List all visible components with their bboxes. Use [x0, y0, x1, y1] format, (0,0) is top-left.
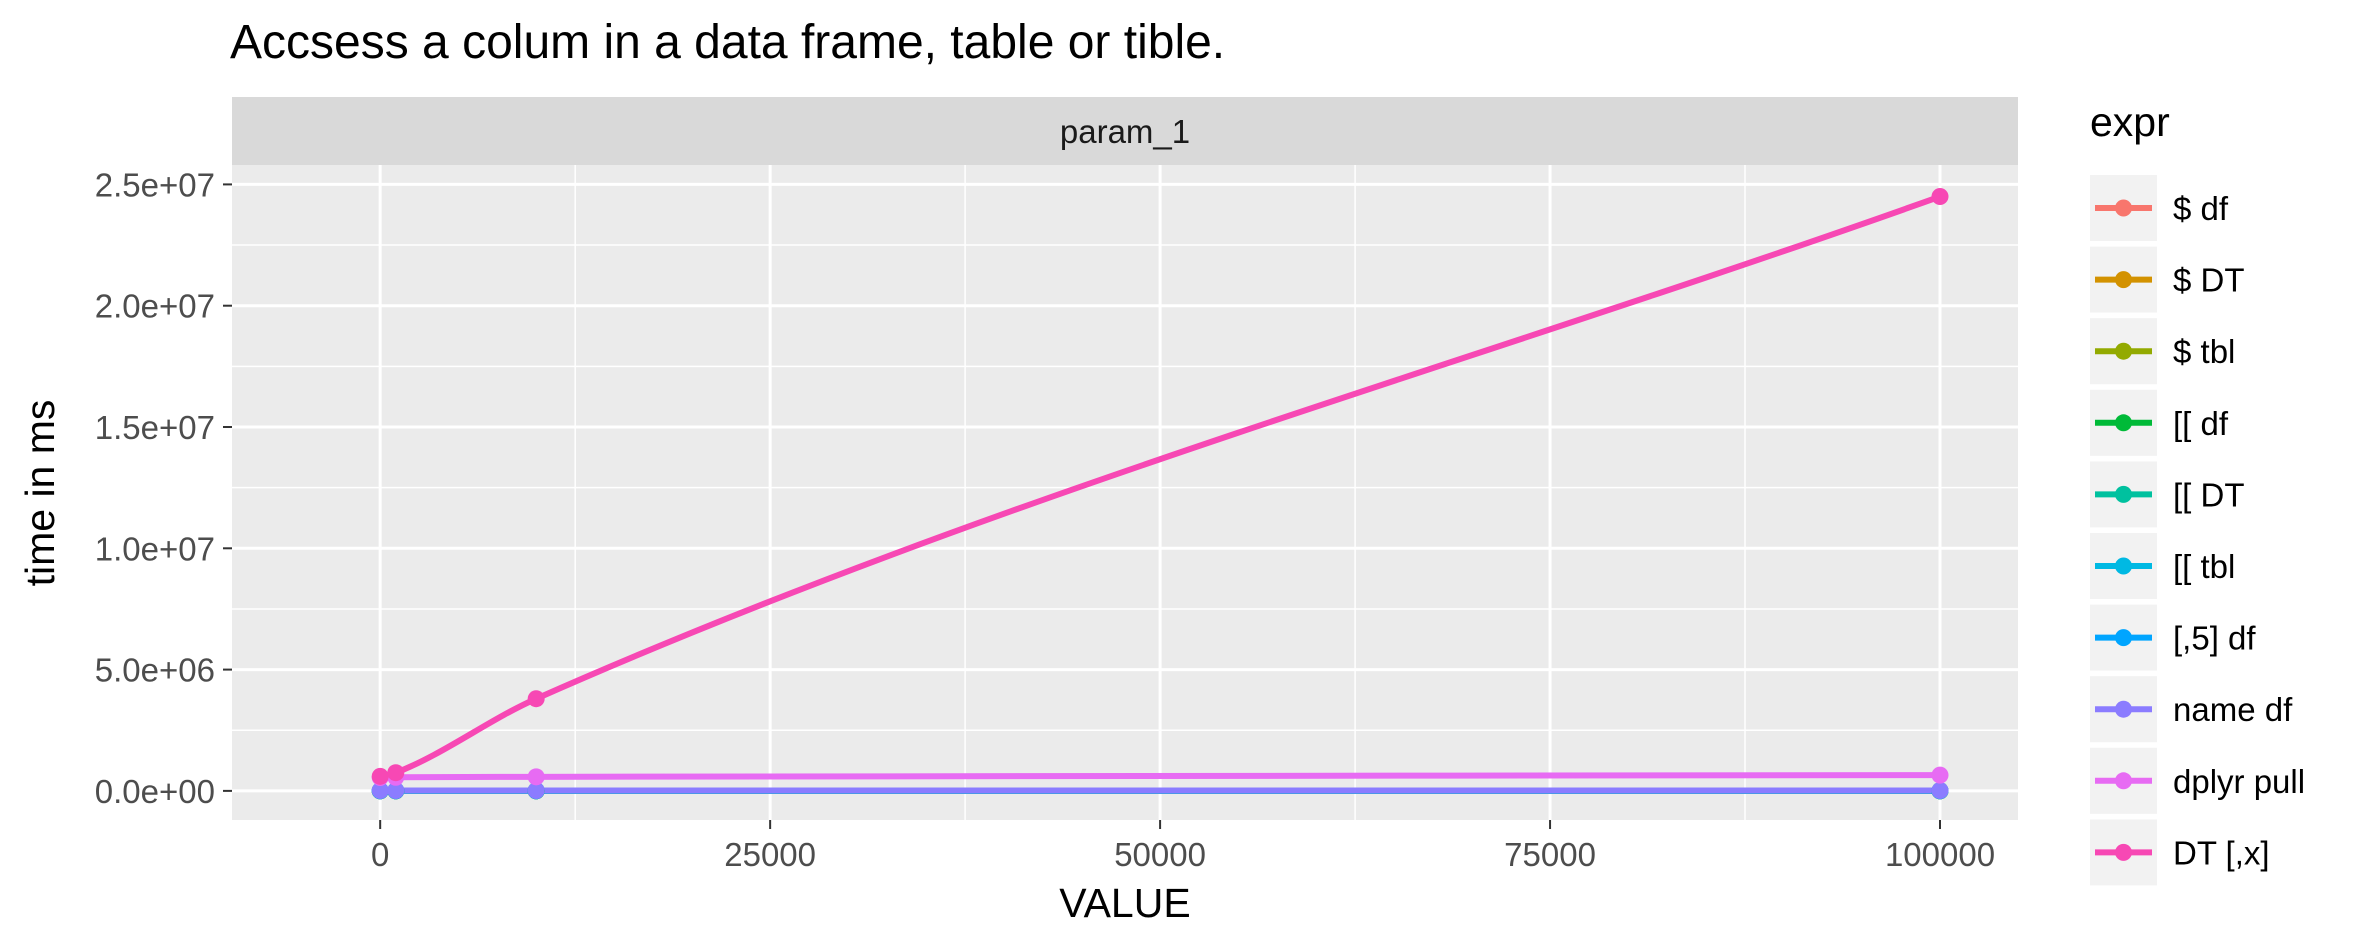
legend-key-point [2115, 700, 2132, 718]
legend-title: expr [2090, 99, 2170, 145]
legend-key-point [2115, 485, 2132, 503]
x-tick-label: 50000 [1114, 836, 1206, 873]
chart-title: Accsess a colum in a data frame, table o… [230, 16, 1225, 69]
legend-label: [[ df [2173, 405, 2229, 442]
y-tick-label: 2.0e+07 [95, 288, 215, 325]
data-point [527, 782, 545, 800]
legend-label: [[ tbl [2173, 548, 2235, 585]
legend-key-point [2115, 199, 2132, 217]
legend-label: [[ DT [2173, 476, 2245, 513]
legend-label: name df [2173, 691, 2293, 728]
legend-key-point [2115, 772, 2132, 790]
data-point [1931, 188, 1949, 206]
series-points [371, 188, 1949, 800]
legend-label: $ df [2173, 190, 2229, 227]
y-tick-label: 0.0e+00 [95, 773, 215, 810]
legend-key-point [2115, 414, 2132, 432]
data-point [387, 782, 405, 800]
facet-strip [232, 97, 2018, 165]
facet-strip-label: param_1 [1060, 113, 1190, 150]
data-point [1931, 766, 1949, 784]
legend-key-point [2115, 271, 2132, 289]
legend-key-point [2115, 342, 2132, 360]
x-axis-title: VALUE [1059, 880, 1190, 926]
x-tick-label: 0 [371, 836, 389, 873]
y-tick-label: 1.0e+07 [95, 530, 215, 567]
legend-label: dplyr pull [2173, 763, 2305, 800]
data-point [527, 768, 545, 786]
y-tick-label: 2.5e+07 [95, 166, 215, 203]
x-tick-label: 100000 [1885, 836, 1995, 873]
y-axis: 0.0e+00 5.0e+06 1.0e+07 1.5e+07 2.0e+07 2.5e+… [95, 166, 232, 810]
legend-label: [,5] df [2173, 620, 2256, 657]
data-point [371, 767, 389, 785]
x-tick-label: 25000 [724, 836, 816, 873]
data-point [371, 782, 389, 800]
legend: $ df $ DT $ tbl [[ df [[ DT [[ tbl [,5] df name… [2090, 175, 2305, 886]
legend-key-point [2115, 629, 2132, 647]
y-tick-label: 5.0e+06 [95, 652, 215, 689]
series-line-8 [377, 772, 1944, 781]
minor-gridlines [232, 165, 2018, 820]
data-point [1931, 782, 1949, 800]
legend-key-point [2115, 843, 2132, 861]
x-axis: 0 25000 50000 75000 100000 [371, 820, 1995, 873]
data-point [387, 764, 405, 782]
x-tick-label: 75000 [1504, 836, 1596, 873]
y-tick-label: 1.5e+07 [95, 409, 215, 446]
legend-key-point [2115, 557, 2132, 575]
data-point [527, 690, 545, 708]
legend-label: $ tbl [2173, 333, 2235, 370]
legend-label: DT [,x] [2173, 834, 2270, 871]
y-axis-title: time in ms [17, 400, 63, 587]
legend-label: $ DT [2173, 262, 2245, 299]
